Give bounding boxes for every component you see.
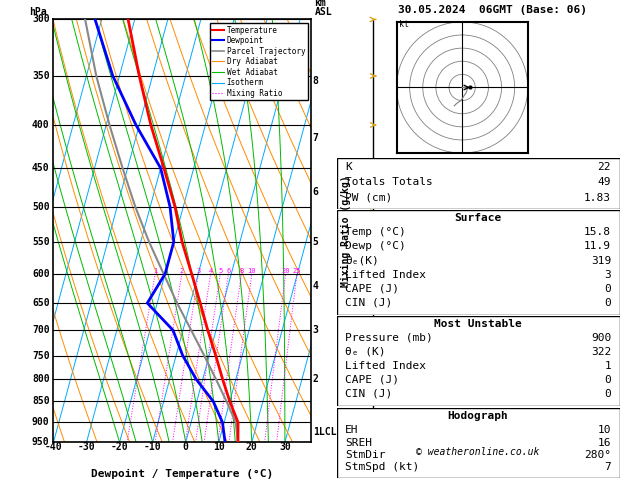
FancyBboxPatch shape — [337, 210, 620, 315]
Text: 900: 900 — [32, 417, 50, 427]
Legend: Temperature, Dewpoint, Parcel Trajectory, Dry Adiabat, Wet Adiabat, Isotherm, Mi: Temperature, Dewpoint, Parcel Trajectory… — [210, 23, 308, 100]
Text: CAPE (J): CAPE (J) — [345, 284, 399, 294]
Text: Temp (°C): Temp (°C) — [345, 227, 406, 237]
Text: Dewp (°C): Dewp (°C) — [345, 242, 406, 251]
Text: CIN (J): CIN (J) — [345, 389, 392, 399]
FancyBboxPatch shape — [337, 158, 620, 209]
Text: 600: 600 — [32, 269, 50, 278]
Text: 11.9: 11.9 — [584, 242, 611, 251]
Text: km
ASL: km ASL — [314, 0, 332, 17]
Text: 700: 700 — [32, 325, 50, 335]
Text: 6: 6 — [226, 268, 230, 274]
Text: 30: 30 — [279, 441, 291, 451]
Text: 500: 500 — [32, 202, 50, 212]
Text: 280°: 280° — [584, 450, 611, 460]
Text: 0: 0 — [183, 441, 189, 451]
Text: 6: 6 — [313, 187, 318, 197]
Text: 0: 0 — [604, 375, 611, 385]
Text: 4: 4 — [208, 268, 213, 274]
Text: 7: 7 — [313, 134, 318, 143]
Text: K: K — [345, 162, 352, 172]
Text: θₑ (K): θₑ (K) — [345, 347, 386, 357]
Text: Totals Totals: Totals Totals — [345, 177, 433, 188]
Text: 3: 3 — [604, 270, 611, 280]
Text: 20: 20 — [246, 441, 258, 451]
Text: CIN (J): CIN (J) — [345, 298, 392, 308]
Text: Mixing Ratio (g/kg): Mixing Ratio (g/kg) — [341, 175, 351, 287]
Text: -30: -30 — [78, 441, 96, 451]
Text: EH: EH — [345, 425, 359, 435]
Text: 4: 4 — [313, 281, 318, 291]
Text: -10: -10 — [144, 441, 162, 451]
Text: -20: -20 — [111, 441, 128, 451]
FancyBboxPatch shape — [337, 316, 620, 406]
Text: Surface: Surface — [454, 213, 502, 223]
Text: θₑ(K): θₑ(K) — [345, 256, 379, 265]
Text: 0: 0 — [604, 298, 611, 308]
Text: Lifted Index: Lifted Index — [345, 270, 426, 280]
Text: 350: 350 — [32, 71, 50, 81]
Text: 8: 8 — [240, 268, 243, 274]
Text: 319: 319 — [591, 256, 611, 265]
Text: 450: 450 — [32, 163, 50, 173]
Text: Hodograph: Hodograph — [448, 411, 508, 421]
Text: PW (cm): PW (cm) — [345, 193, 392, 203]
Text: 550: 550 — [32, 237, 50, 247]
Text: 16: 16 — [598, 437, 611, 448]
Text: StmSpd (kt): StmSpd (kt) — [345, 462, 420, 472]
Text: 1: 1 — [153, 268, 157, 274]
Text: kt: kt — [399, 20, 409, 29]
Text: 5: 5 — [218, 268, 223, 274]
Text: -40: -40 — [45, 441, 62, 451]
Text: 7: 7 — [604, 462, 611, 472]
Text: 22: 22 — [598, 162, 611, 172]
Text: SREH: SREH — [345, 437, 372, 448]
Text: 20: 20 — [281, 268, 290, 274]
Text: 3: 3 — [313, 325, 318, 335]
Text: 850: 850 — [32, 397, 50, 406]
Text: 25: 25 — [292, 268, 301, 274]
FancyBboxPatch shape — [337, 408, 620, 478]
Text: 2: 2 — [180, 268, 184, 274]
Text: StmDir: StmDir — [345, 450, 386, 460]
Text: 300: 300 — [32, 15, 50, 24]
Text: 750: 750 — [32, 350, 50, 361]
Text: 1LCL: 1LCL — [313, 428, 336, 437]
Text: Most Unstable: Most Unstable — [434, 319, 522, 329]
Text: 0: 0 — [604, 284, 611, 294]
Text: 10: 10 — [248, 268, 256, 274]
Text: 8: 8 — [313, 76, 318, 86]
Text: CAPE (J): CAPE (J) — [345, 375, 399, 385]
Text: 650: 650 — [32, 298, 50, 308]
Text: 49: 49 — [598, 177, 611, 188]
Text: 1: 1 — [604, 361, 611, 371]
Text: 0: 0 — [604, 389, 611, 399]
Text: 10: 10 — [598, 425, 611, 435]
Text: 30.05.2024  06GMT (Base: 06): 30.05.2024 06GMT (Base: 06) — [398, 4, 587, 15]
Text: 322: 322 — [591, 347, 611, 357]
Text: 10: 10 — [213, 441, 225, 451]
Text: 15.8: 15.8 — [584, 227, 611, 237]
Text: Lifted Index: Lifted Index — [345, 361, 426, 371]
Text: 800: 800 — [32, 374, 50, 384]
Text: 2: 2 — [313, 374, 318, 384]
Text: Pressure (mb): Pressure (mb) — [345, 333, 433, 343]
Text: hPa: hPa — [30, 7, 47, 17]
Text: 1.83: 1.83 — [584, 193, 611, 203]
Text: © weatheronline.co.uk: © weatheronline.co.uk — [416, 447, 540, 457]
Text: 400: 400 — [32, 120, 50, 130]
Text: 950: 950 — [32, 437, 50, 447]
Text: 5: 5 — [313, 237, 318, 247]
Text: 3: 3 — [196, 268, 201, 274]
Text: Dewpoint / Temperature (°C): Dewpoint / Temperature (°C) — [91, 469, 274, 479]
Text: 900: 900 — [591, 333, 611, 343]
